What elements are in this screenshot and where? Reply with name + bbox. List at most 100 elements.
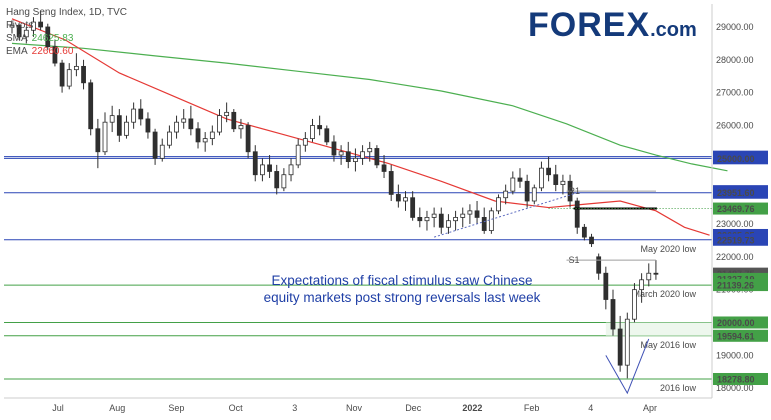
candle-body [546, 167, 551, 176]
price-tag-label: 19594.61 [717, 331, 755, 341]
sma-line [11, 42, 728, 172]
candle-body [145, 118, 151, 133]
price-tag-bg [713, 186, 768, 199]
y-tick-label: 28000.00 [716, 55, 754, 65]
brand-name: FOREX [528, 6, 651, 44]
candle-body [167, 131, 172, 146]
brand-suffix: .com [650, 19, 697, 41]
candle-body [267, 164, 272, 172]
candle-body [560, 180, 566, 185]
candle-body [73, 65, 79, 71]
candle-body [653, 272, 659, 275]
level-name: May 2020 low [640, 244, 696, 254]
candle-body [217, 115, 222, 133]
candle-body [231, 111, 237, 130]
v-reversal [605, 338, 650, 395]
candle-body [202, 138, 208, 143]
x-tick-label: Feb [524, 403, 540, 413]
candle-body [596, 256, 602, 274]
chart-legend: Hang Seng Index, 1D, TVC Pivots SMA 24625… [6, 6, 127, 58]
candle-body [81, 65, 86, 84]
candle-body [138, 108, 144, 120]
price-tag-bg [713, 316, 768, 329]
candle-body [603, 272, 609, 300]
x-tick-label: 2022 [462, 403, 482, 413]
candle-body [288, 164, 294, 176]
candle-body [317, 125, 323, 130]
level-name: 2016 low [660, 383, 697, 393]
candle-body [31, 21, 36, 31]
candle-body [453, 217, 458, 222]
chart-annotation: Expectations of fiscal stimulus saw Chin… [232, 272, 572, 306]
support-zone [605, 322, 712, 336]
pivot-label: R1 [568, 186, 580, 196]
y-tick-label: 23000.00 [716, 219, 754, 229]
candle-body [381, 164, 387, 172]
x-tick-label: 3 [292, 403, 297, 413]
sma-value: 24625.83 [31, 33, 74, 44]
candle-body [424, 217, 430, 222]
moving-averages [11, 18, 728, 236]
x-tick-label: Aug [109, 403, 125, 413]
grid [4, 4, 712, 398]
candle-body [295, 144, 301, 166]
candle-body [367, 148, 373, 153]
price-tags: 25050.5925000.0024000.0023951.6023469.76… [713, 150, 768, 385]
price-tag-bg [713, 152, 768, 165]
candle-body [174, 121, 179, 133]
candle-body [624, 318, 630, 366]
candle-body [345, 151, 351, 163]
candle-body [488, 210, 494, 231]
candle-body [131, 108, 137, 123]
candle-body [460, 213, 466, 218]
candle-body [224, 111, 230, 117]
candle-body [524, 180, 530, 202]
candle-body [281, 174, 287, 189]
horizontal-levels: May 2020 low March 2020 low May 2016 low 20… [4, 156, 712, 393]
annotations-overlay: R1 S1 [433, 186, 712, 395]
candle-body [252, 151, 258, 176]
candle-body [324, 128, 330, 143]
candle-body [539, 167, 544, 189]
legend-sma: SMA 24625.83 [6, 32, 127, 45]
candle-body [431, 213, 437, 218]
candle-body [152, 131, 158, 159]
price-tag-label: 23469.76 [717, 204, 755, 214]
candle-body [574, 200, 580, 228]
candle-body [88, 82, 94, 130]
candle-body [66, 69, 72, 87]
candle-body [209, 131, 215, 140]
y-tick-label: 26000.00 [716, 120, 754, 130]
trendline [433, 192, 578, 238]
price-tag-bg [713, 279, 768, 292]
candle-body [446, 220, 451, 228]
candle-body [195, 128, 201, 143]
candle-body [310, 125, 315, 140]
candle-body [374, 148, 380, 166]
price-tag-label: 21139.26 [717, 281, 754, 291]
pivot-label: S1 [568, 255, 579, 265]
candle-body [481, 217, 487, 231]
y-tick-label: 29000.00 [716, 22, 754, 32]
candle-body [331, 141, 337, 156]
candle-body [646, 272, 652, 281]
candle-body [338, 151, 344, 156]
candle-body [274, 171, 280, 189]
candle-body [531, 187, 537, 202]
candle-body [474, 210, 480, 218]
ema-value: 22660.60 [31, 46, 74, 57]
candle-body [610, 299, 616, 330]
price-tag-bg [713, 233, 768, 246]
brand-logo: FOREX.com [528, 6, 697, 45]
level-name: March 2020 low [632, 289, 696, 299]
candle-body [360, 151, 365, 159]
price-tag-bg [713, 372, 768, 385]
candle-body [52, 46, 58, 64]
candle-body [238, 125, 244, 130]
level-name: May 2016 low [640, 340, 696, 350]
y-tick-label: 19000.00 [716, 350, 754, 360]
candles [9, 10, 659, 379]
price-tag-label: 22519.73 [717, 235, 755, 245]
annotation-line-1: Expectations of fiscal stimulus saw Chin… [271, 273, 533, 288]
